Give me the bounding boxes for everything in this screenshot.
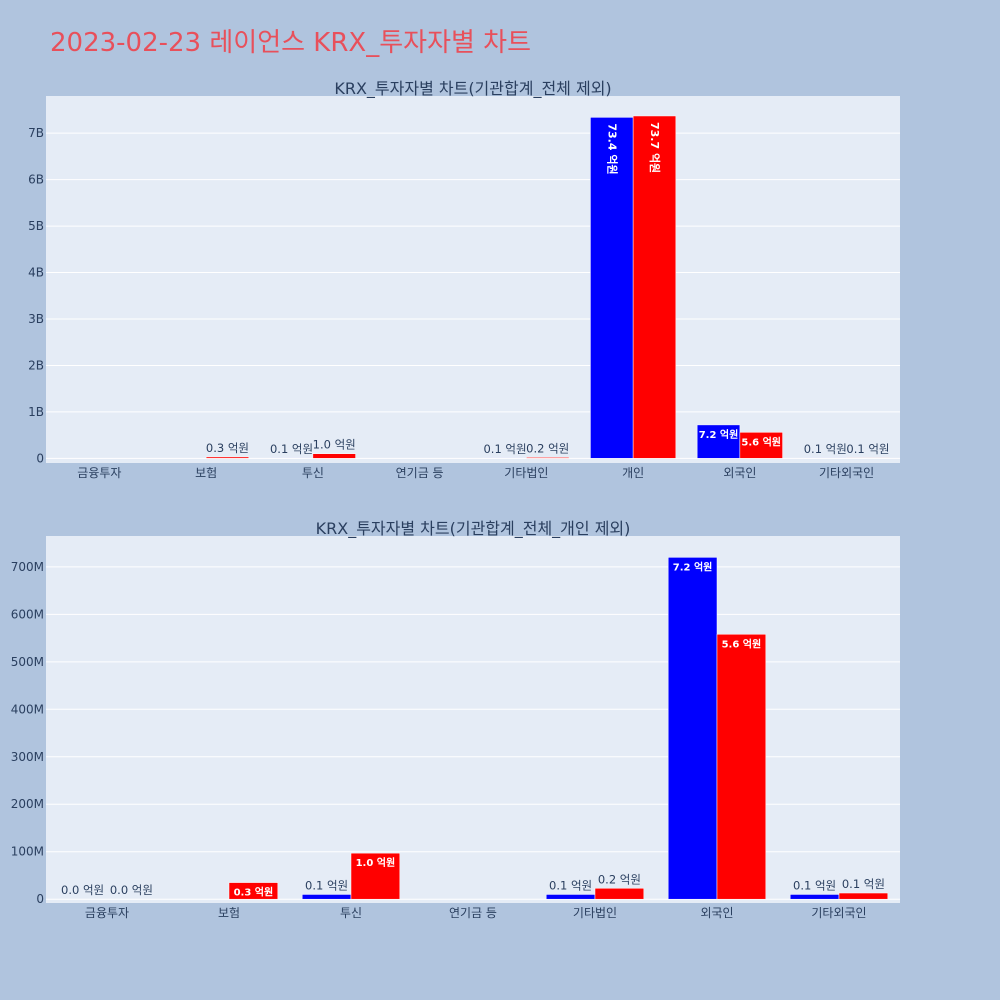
bar: [312, 453, 356, 459]
y-tick-label: 2B: [28, 358, 44, 372]
x-tick-label: 기타법인: [504, 466, 548, 480]
x-tick-label: 금융투자: [77, 466, 121, 480]
bar-data-label: 5.6 억원: [741, 435, 781, 448]
y-tick-label: 700M: [11, 560, 44, 574]
bar-data-label: 0.1 억원: [305, 878, 348, 892]
bar-data-label: 0.1 억원: [804, 442, 847, 456]
x-tick-label: 금융투자: [85, 906, 129, 920]
x-tick-label: 외국인: [700, 906, 733, 920]
bar: [545, 894, 596, 900]
bar: [228, 882, 279, 900]
bar: [526, 457, 570, 459]
chart-top: 0 1B 2B 3B 4B 5B 6B 7B KRX_투자자별 차트(기관합계_전체 제외) 금융…: [28, 79, 900, 480]
bar: [716, 634, 767, 900]
chart-bottom: 0 100M 200M 300M 400M 500M 600M 700M KRX_투자자별 차트…: [11, 519, 900, 920]
bar: [594, 888, 645, 900]
chart-title: KRX_투자자별 차트(기관합계_전체 제외): [334, 79, 611, 99]
bar: [590, 117, 634, 459]
bar-data-label: 7.2 억원: [673, 560, 713, 573]
x-tick-label: 보험: [195, 466, 217, 480]
y-tick-label: 0: [36, 892, 44, 906]
bar: [667, 557, 718, 900]
bar: [696, 424, 741, 459]
bar-data-label: 0.3 억원: [206, 441, 249, 455]
bar-data-label: 7.2 억원: [699, 428, 739, 441]
bar-data-label: 73.7 억원: [648, 122, 662, 173]
bar: [350, 852, 401, 900]
bar-data-label: 1.0 억원: [356, 856, 396, 869]
x-tick-label: 기타외국인: [819, 466, 874, 480]
bar-data-label: 0.1 억원: [483, 442, 526, 456]
bar: [838, 892, 889, 900]
bar: [205, 456, 250, 459]
bar-data-label: 0.1 억원: [846, 442, 889, 456]
bar-data-label: 0.1 억원: [549, 878, 592, 892]
y-tick-label: 200M: [11, 797, 44, 811]
bar: [632, 115, 677, 459]
bar-data-label: 0.2 억원: [598, 872, 641, 886]
x-tick-label: 개인: [622, 466, 644, 480]
y-tick-label: 7B: [28, 126, 44, 140]
y-tick-label: 300M: [11, 750, 44, 764]
x-tick-label: 보험: [218, 906, 240, 920]
bar: [301, 894, 352, 900]
x-tick-label: 투신: [302, 466, 324, 480]
bar: [739, 432, 783, 459]
chart-title: KRX_투자자별 차트(기관합계_전체_개인 제외): [316, 519, 631, 539]
bar-data-label: 0.1 억원: [270, 442, 313, 456]
y-tick-label: 4B: [28, 266, 44, 280]
x-tick-label: 기타외국인: [811, 906, 866, 920]
bar-data-label: 0.3 억원: [234, 886, 274, 899]
plot-area: [46, 96, 900, 463]
bar-data-label: 0.1 억원: [793, 878, 836, 892]
x-tick-label: 연기금 등: [449, 906, 497, 920]
y-tick-label: 0: [36, 451, 44, 465]
y-tick-label: 400M: [11, 702, 44, 716]
x-tick-label: 투신: [340, 906, 362, 920]
y-tick-label: 1B: [28, 405, 44, 419]
bar-data-label: 0.2 억원: [526, 441, 569, 455]
y-tick-label: 5B: [28, 219, 44, 233]
x-tick-label: 외국인: [723, 466, 756, 480]
y-tick-label: 100M: [11, 845, 44, 859]
x-tick-label: 연기금 등: [396, 466, 444, 480]
bar-data-label: 73.4 억원: [605, 123, 619, 174]
y-tick-label: 500M: [11, 655, 44, 669]
y-tick-label: 6B: [28, 173, 44, 187]
y-tick-label: 3B: [28, 312, 44, 326]
bar-data-label: 0.1 억원: [842, 877, 885, 891]
bar-data-label: 0.0 억원: [61, 883, 104, 897]
plot-area: [46, 536, 900, 903]
bar-data-label: 1.0 억원: [313, 438, 356, 452]
bar-data-label: 0.0 억원: [110, 883, 153, 897]
bar-data-label: 5.6 억원: [722, 637, 762, 650]
y-tick-label: 600M: [11, 607, 44, 621]
bar: [789, 894, 840, 900]
x-tick-label: 기타법인: [573, 906, 617, 920]
page-title: 2023-02-23 레이언스 KRX_투자자별 차트: [50, 28, 532, 58]
